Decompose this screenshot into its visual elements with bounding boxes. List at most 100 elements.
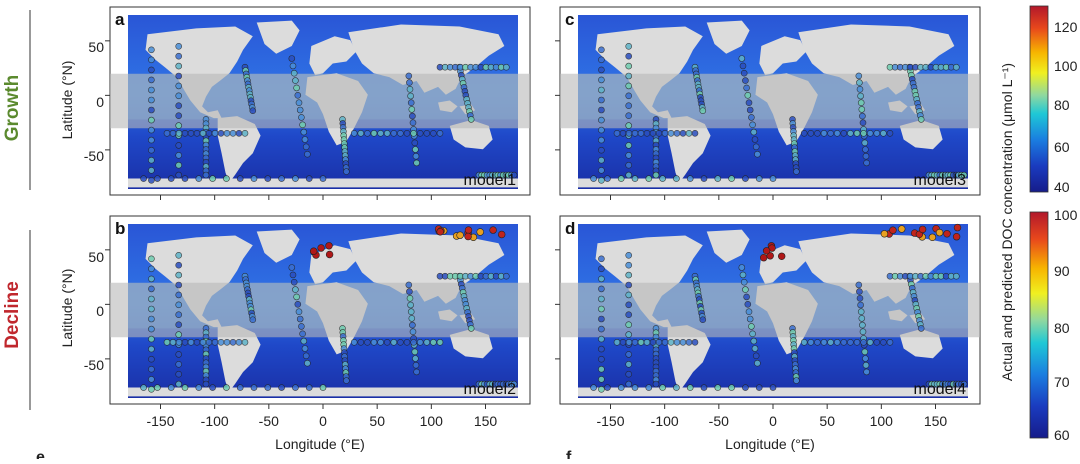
sample-point — [655, 130, 663, 137]
sample-point — [288, 55, 296, 62]
sample-point — [859, 119, 867, 126]
sample-point — [699, 107, 707, 114]
sample-point — [148, 265, 155, 273]
map-panel-a: a model1 — [105, 6, 531, 200]
sample-point — [598, 385, 605, 393]
sample-point — [278, 175, 285, 182]
model-label-model3: model3 — [914, 172, 967, 189]
map-panel-d: d model4 — [555, 215, 981, 409]
sample-point — [590, 384, 597, 391]
sample-point — [598, 355, 605, 363]
sample-point — [667, 338, 675, 346]
sample-point — [148, 126, 155, 134]
sample-point — [880, 338, 887, 346]
sample-point — [856, 288, 863, 295]
sample-point — [175, 271, 182, 279]
sample-point — [943, 230, 951, 238]
sample-point — [175, 331, 182, 338]
sample-point — [411, 348, 419, 356]
sample-point — [886, 338, 894, 346]
sample-point — [370, 338, 378, 346]
sample-point — [625, 271, 633, 279]
cbar-tick: 80 — [1054, 97, 1070, 113]
sample-point — [745, 308, 753, 316]
sample-point — [148, 275, 155, 283]
sample-point — [814, 338, 821, 346]
sample-point — [350, 130, 358, 137]
sample-point — [643, 130, 651, 137]
sample-point — [148, 285, 155, 293]
sample-point — [502, 63, 510, 71]
sample-point — [748, 114, 755, 121]
sample-point — [140, 175, 147, 182]
sample-point — [858, 315, 866, 322]
sample-point — [235, 338, 243, 346]
sample-point — [148, 325, 155, 333]
xtick: 100 — [420, 413, 444, 429]
sample-point — [430, 130, 437, 137]
sample-point — [409, 119, 417, 126]
sample-point — [827, 130, 834, 137]
sample-point — [598, 315, 605, 323]
sample-point — [598, 146, 605, 154]
sample-point — [755, 384, 763, 391]
sample-point — [408, 315, 416, 322]
sample-point — [175, 291, 182, 299]
ytick: 0 — [96, 94, 104, 110]
sample-point — [148, 156, 155, 164]
sample-point — [652, 380, 660, 388]
sample-point — [249, 107, 257, 114]
sample-point — [598, 375, 605, 383]
sample-point — [229, 130, 237, 137]
sample-point — [148, 86, 155, 94]
sample-point — [319, 384, 327, 391]
sample-point — [364, 338, 371, 346]
sample-point — [659, 384, 666, 391]
sample-point — [148, 355, 155, 363]
sample-point — [430, 338, 437, 346]
sample-point — [661, 130, 669, 137]
sample-point — [598, 285, 605, 293]
sample-point — [193, 338, 201, 346]
sample-point — [625, 52, 633, 60]
xlabel-left: Longitude (°E) — [275, 436, 365, 452]
sample-point — [859, 112, 866, 120]
sample-point — [290, 278, 298, 286]
sample-point — [406, 86, 414, 93]
sample-point — [649, 338, 657, 346]
sample-point — [598, 46, 605, 54]
sample-point — [673, 175, 680, 182]
sample-point — [298, 323, 305, 330]
sample-point — [625, 82, 633, 90]
ytick: 50 — [88, 249, 104, 265]
sample-point — [502, 272, 510, 280]
sample-point — [598, 325, 605, 333]
sample-point — [598, 167, 605, 174]
sample-point — [750, 337, 758, 345]
xtick: 0 — [319, 413, 327, 429]
sample-point — [175, 142, 182, 149]
cbar-tick: 60 — [1054, 427, 1070, 443]
sample-point — [625, 102, 633, 109]
sample-point — [617, 175, 625, 182]
sample-point — [750, 128, 758, 136]
sample-point — [604, 175, 611, 182]
sample-point — [193, 130, 201, 137]
sample-point — [643, 338, 651, 346]
sample-point — [613, 130, 621, 137]
sample-point — [766, 252, 774, 260]
sample-point — [406, 79, 413, 86]
sample-point — [679, 130, 687, 137]
sample-point — [625, 130, 633, 137]
sample-point — [873, 130, 881, 137]
sample-point — [211, 130, 219, 137]
xtick: 100 — [870, 413, 894, 429]
sample-point — [625, 92, 633, 100]
sample-point — [148, 305, 155, 313]
map-panel-c: c model3 — [555, 6, 981, 200]
sample-point — [866, 130, 874, 137]
sample-point — [861, 139, 869, 147]
sample-point — [295, 99, 303, 106]
sample-point — [613, 338, 621, 346]
sample-point — [293, 293, 300, 301]
